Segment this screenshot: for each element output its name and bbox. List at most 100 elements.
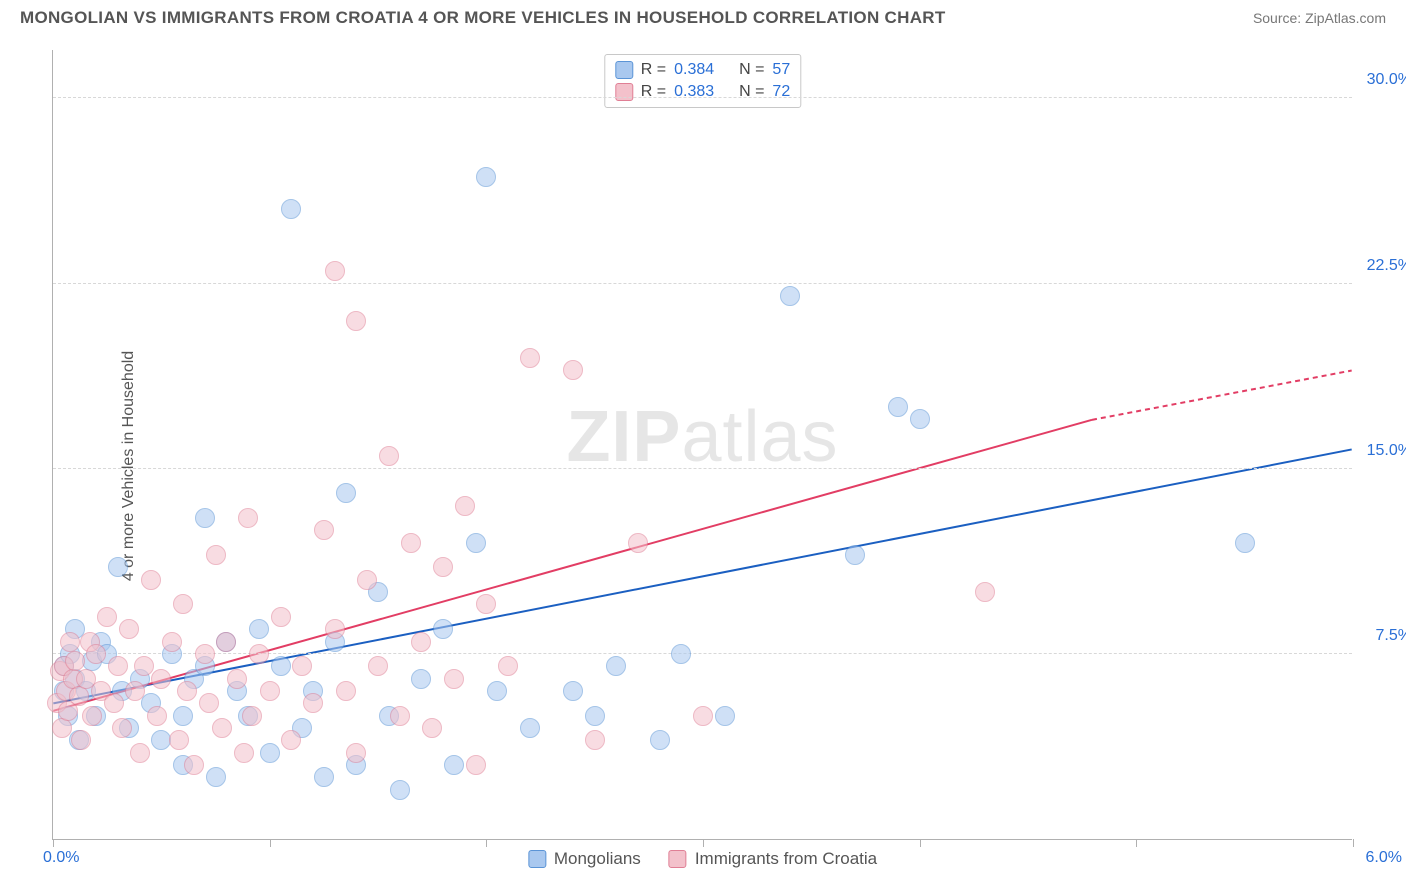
data-point [401, 533, 421, 553]
data-point [628, 533, 648, 553]
data-point [108, 557, 128, 577]
data-point [585, 730, 605, 750]
data-point [173, 594, 193, 614]
gridline [53, 97, 1352, 98]
data-point [281, 199, 301, 219]
x-tick-mark [486, 839, 487, 847]
swatch-mongolians [615, 61, 633, 79]
data-point [563, 681, 583, 701]
data-point [357, 570, 377, 590]
data-point [125, 681, 145, 701]
data-point [206, 767, 226, 787]
data-point [260, 681, 280, 701]
data-point [86, 644, 106, 664]
data-point [455, 496, 475, 516]
data-point [60, 632, 80, 652]
x-tick-mark [1353, 839, 1354, 847]
data-point [487, 681, 507, 701]
data-point [314, 520, 334, 540]
data-point [379, 446, 399, 466]
data-point [104, 693, 124, 713]
data-point [303, 693, 323, 713]
data-point [227, 669, 247, 689]
data-point [212, 718, 232, 738]
data-point [260, 743, 280, 763]
data-point [134, 656, 154, 676]
data-point [82, 706, 102, 726]
data-point [845, 545, 865, 565]
data-point [336, 681, 356, 701]
x-tick-mark [920, 839, 921, 847]
data-point [390, 706, 410, 726]
legend-swatch-mongolians [528, 850, 546, 868]
data-point [715, 706, 735, 726]
data-point [325, 619, 345, 639]
data-point [314, 767, 334, 787]
data-point [112, 718, 132, 738]
data-point [52, 718, 72, 738]
legend-swatch-croatia [669, 850, 687, 868]
data-point [195, 508, 215, 528]
data-point [520, 718, 540, 738]
legend-item-croatia: Immigrants from Croatia [669, 849, 877, 869]
data-point [606, 656, 626, 676]
data-point [69, 686, 89, 706]
source-label: Source: ZipAtlas.com [1253, 10, 1386, 26]
data-point [169, 730, 189, 750]
data-point [650, 730, 670, 750]
data-point [184, 755, 204, 775]
data-point [177, 681, 197, 701]
y-tick-label: 7.5% [1357, 627, 1406, 645]
header: MONGOLIAN VS IMMIGRANTS FROM CROATIA 4 O… [0, 0, 1406, 32]
plot-area: ZIPatlas R = 0.384 N = 57 R = 0.383 N = … [52, 50, 1352, 840]
n-value-0: 57 [772, 61, 790, 79]
legend-label-mongolians: Mongolians [554, 849, 641, 869]
data-point [242, 706, 262, 726]
data-point [292, 656, 312, 676]
data-point [444, 755, 464, 775]
data-point [466, 755, 486, 775]
data-point [151, 669, 171, 689]
data-point [97, 607, 117, 627]
data-point [234, 743, 254, 763]
data-point [444, 669, 464, 689]
chart-container: 4 or more Vehicles in Household ZIPatlas… [0, 40, 1406, 892]
data-point [130, 743, 150, 763]
chart-title: MONGOLIAN VS IMMIGRANTS FROM CROATIA 4 O… [20, 8, 946, 28]
stats-legend: R = 0.384 N = 57 R = 0.383 N = 72 [604, 54, 801, 108]
watermark: ZIPatlas [566, 395, 838, 477]
data-point [693, 706, 713, 726]
data-point [141, 570, 161, 590]
data-point [71, 730, 91, 750]
gridline [53, 468, 1352, 469]
data-point [238, 508, 258, 528]
data-point [390, 780, 410, 800]
data-point [271, 607, 291, 627]
stats-row-croatia: R = 0.383 N = 72 [615, 81, 790, 103]
n-label-0: N = [739, 61, 764, 79]
data-point [411, 669, 431, 689]
x-tick-mark [270, 839, 271, 847]
watermark-zip: ZIP [566, 396, 681, 476]
x-tick-mark [1136, 839, 1137, 847]
data-point [780, 286, 800, 306]
y-tick-label: 30.0% [1357, 71, 1406, 89]
data-point [281, 730, 301, 750]
data-point [336, 483, 356, 503]
r-label-0: R = [641, 61, 666, 79]
data-point [975, 582, 995, 602]
data-point [162, 632, 182, 652]
data-point [910, 409, 930, 429]
data-point [271, 656, 291, 676]
data-point [119, 619, 139, 639]
data-point [585, 706, 605, 726]
data-point [563, 360, 583, 380]
data-point [476, 594, 496, 614]
data-point [108, 656, 128, 676]
data-point [433, 619, 453, 639]
x-axis-min-label: 0.0% [43, 849, 79, 867]
data-point [498, 656, 518, 676]
x-tick-mark [703, 839, 704, 847]
legend-item-mongolians: Mongolians [528, 849, 641, 869]
y-tick-label: 22.5% [1357, 257, 1406, 275]
